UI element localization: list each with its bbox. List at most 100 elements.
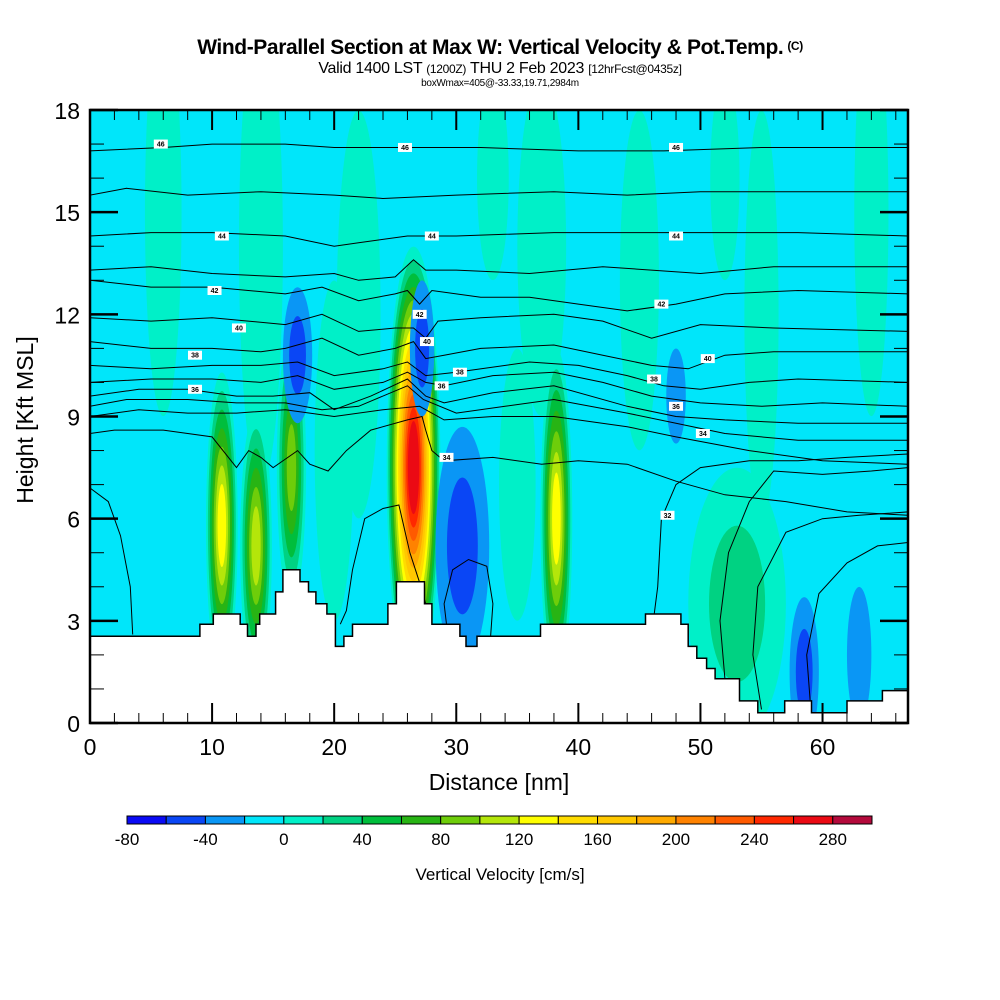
contour-label: 46	[672, 145, 680, 152]
x-tick-label: 40	[566, 734, 592, 760]
contour-label: 38	[456, 370, 464, 377]
colorbar-swatch	[400, 815, 442, 825]
contour-label: 34	[699, 431, 707, 438]
y-axis-title: Height [Kft MSL]	[12, 336, 38, 503]
x-tick-label: 30	[443, 734, 469, 760]
contour-label-bg	[660, 510, 675, 520]
theta-contour	[90, 232, 908, 247]
contour-label: 40	[235, 325, 243, 332]
velocity-band	[666, 348, 686, 444]
forecast-info: [12hrFcst@0435z]	[588, 62, 682, 76]
valid-utc: (1200Z)	[426, 62, 467, 76]
contour-label-bg	[419, 337, 434, 347]
colorbar-tick-label: 80	[431, 830, 450, 849]
theta-contour	[90, 405, 908, 465]
contour-labels: 46 46 46 44 44 44 42 42 42 40 40 40 38 38 38 36 36 36 34 34…	[153, 139, 715, 520]
colorbar-title: Vertical Velocity [cm/s]	[415, 865, 584, 884]
theta-contour	[90, 361, 908, 390]
contour-label-bg	[424, 231, 439, 241]
colorbar-swatch	[126, 815, 167, 825]
colorbar-swatch	[165, 815, 206, 825]
velocity-band	[846, 586, 872, 723]
contour-label-bg	[669, 142, 684, 152]
contour-label: 44	[428, 234, 436, 241]
colorbar-swatch	[204, 815, 246, 825]
colorbar-tick-label: 120	[505, 830, 533, 849]
contour-label-bg	[412, 309, 427, 319]
velocity-band	[446, 477, 478, 615]
x-tick-label: 10	[199, 734, 225, 760]
y-tick-label: 9	[67, 405, 80, 431]
theta-contour	[90, 143, 908, 152]
valid-time: Valid 1400 LST	[318, 60, 423, 77]
colorbar-tick-label: 160	[583, 830, 611, 849]
contour-label: 46	[401, 145, 409, 152]
contour-label-bg	[669, 231, 684, 241]
colorbar-swatch	[636, 815, 677, 825]
theta-contour	[90, 487, 134, 635]
y-tick-label: 6	[67, 507, 80, 533]
y-tick-label: 0	[67, 711, 80, 737]
contour-label-bg	[187, 350, 202, 360]
contour-label-bg	[452, 367, 467, 377]
contour-label-bg	[207, 285, 222, 295]
colorbar-swatch	[518, 815, 559, 825]
colorbar-tick-label: 0	[279, 830, 288, 849]
velocity-band	[238, 110, 283, 485]
x-tick-label: 50	[688, 734, 714, 760]
contour-label-bg	[700, 354, 715, 364]
colorbar-tick-label: 40	[353, 830, 372, 849]
contour-label: 36	[191, 387, 199, 394]
velocity-band	[289, 316, 306, 395]
velocity-band	[286, 424, 297, 512]
contour-label-bg	[669, 401, 684, 411]
contour-label-bg	[439, 452, 454, 462]
contour-label: 44	[218, 234, 226, 241]
theta-contour	[752, 511, 908, 710]
theta-contour	[719, 467, 908, 679]
contour-label-bg	[434, 381, 449, 391]
velocity-band	[314, 280, 354, 621]
velocity-band	[407, 421, 420, 515]
contour-label: 38	[191, 353, 199, 360]
contour-label: 36	[672, 404, 680, 411]
contour-label: 34	[443, 455, 451, 462]
velocity-field	[144, 110, 889, 723]
contour-label-bg	[397, 142, 412, 152]
colorbar-swatch	[244, 815, 285, 825]
velocity-band	[619, 110, 659, 451]
colorbar-swatch	[440, 815, 481, 825]
theta-contour	[90, 337, 908, 370]
colorbar-tick-label: -80	[115, 830, 140, 849]
contour-label: 32	[664, 513, 672, 520]
chart-title: Wind-Parallel Section at Max W: Vertical…	[0, 36, 1000, 60]
contour-label: 40	[704, 356, 712, 363]
contour-label-bg	[187, 384, 202, 394]
contour-label: 40	[423, 339, 431, 346]
velocity-band	[415, 309, 430, 388]
colorbar-swatch	[283, 815, 324, 825]
theta-contour	[90, 415, 908, 516]
x-axis-title: Distance [nm]	[429, 769, 570, 795]
theta-contour	[806, 542, 908, 703]
terrain	[90, 569, 908, 723]
colorbar-swatch	[361, 815, 402, 825]
theta-contour	[90, 385, 908, 441]
x-tick-label: 60	[810, 734, 836, 760]
contour-label-bg	[153, 139, 168, 149]
chart-subtitle: Valid 1400 LST (1200Z) THU 2 Feb 2023 [1…	[0, 60, 1000, 78]
theta-contour	[339, 504, 427, 625]
valid-date: THU 2 Feb 2023	[469, 60, 585, 77]
colorbar-tick-label: 200	[662, 830, 690, 849]
y-tick-label: 18	[54, 98, 80, 124]
contour-label: 44	[672, 234, 680, 241]
colorbar-tick-label: 280	[819, 830, 847, 849]
box-info: boxWmax=405@-33.33,19.71,2984m	[421, 78, 579, 89]
colorbar-tick-label: -40	[193, 830, 218, 849]
x-tick-label: 0	[84, 734, 97, 760]
colorbar-swatch	[675, 815, 716, 825]
theta-contours	[90, 143, 908, 710]
velocity-band	[744, 110, 779, 519]
